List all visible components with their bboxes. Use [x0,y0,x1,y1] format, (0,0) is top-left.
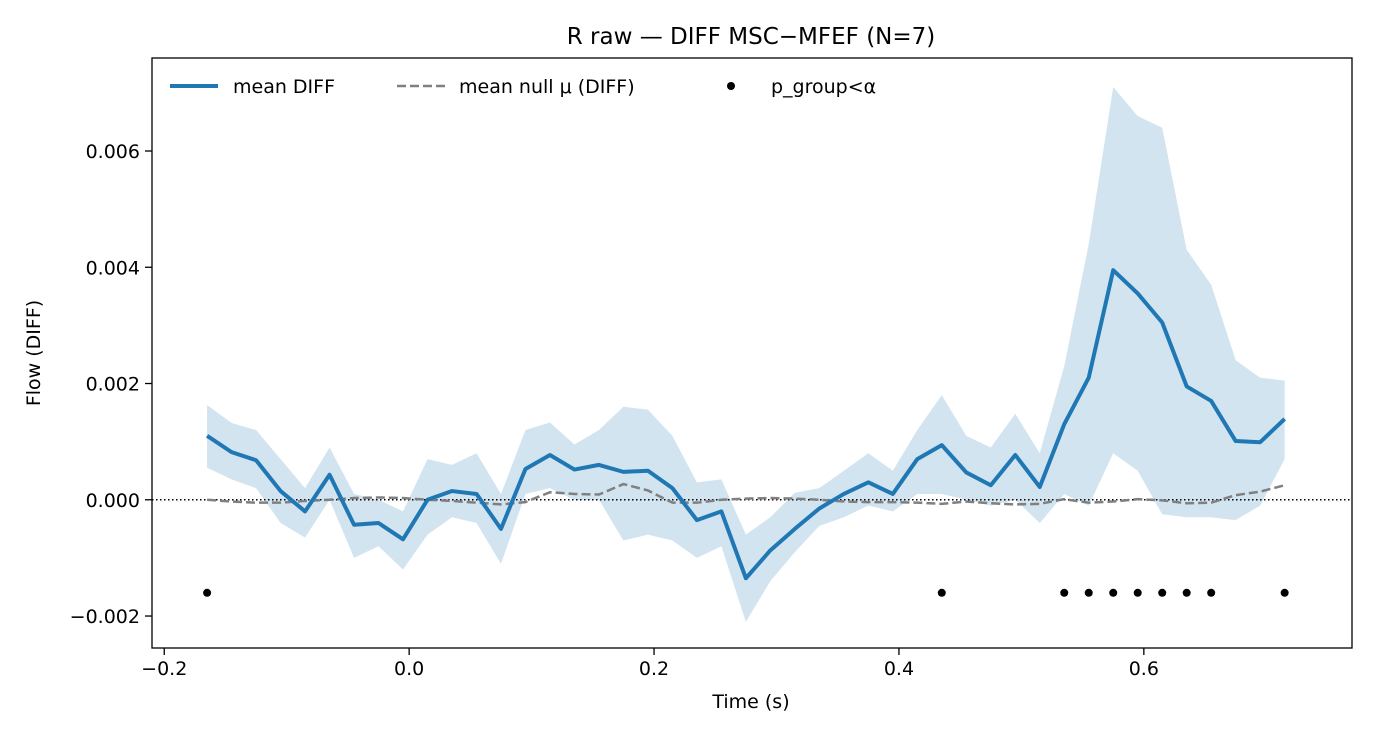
x-tick-label: 0.2 [639,658,669,680]
significance-marker [203,588,212,597]
x-axis-label: Time (s) [711,691,789,713]
legend-label-null-mean: mean null μ (DIFF) [459,76,635,98]
significance-marker [1207,588,1216,597]
x-tick-label: 0.0 [394,658,424,680]
significance-marker [1158,588,1167,597]
significance-marker [1084,588,1093,597]
y-tick-label: 0.004 [86,257,140,279]
plot-frame [151,57,1353,649]
significance-marker [937,588,946,597]
chart-title: R raw — DIFF MSC−MFEF (N=7) [567,24,936,50]
y-tick-label: −0.002 [70,606,140,628]
x-tick-label: 0.4 [884,658,914,680]
y-tick-label: 0.006 [86,141,140,163]
legend-swatch-significance [727,82,735,90]
confidence-band [207,87,1285,622]
x-tick-label: −0.2 [141,658,187,680]
x-tick-label: 0.6 [1129,658,1159,680]
legend-label-significance: p_group<α [771,76,876,98]
series-line-mean-diff [205,268,1287,581]
significance-marker [1109,588,1118,597]
legend-label-mean-diff: mean DIFF [233,76,335,98]
significance-marker [1280,588,1289,597]
plot-area: −0.2 0.0 0.2 0.4 0.6 −0.002 0.000 0.002 0.004 0.0… [70,57,1353,680]
significance-marker [1182,588,1191,597]
y-tick-label: 0.002 [86,374,140,396]
series-line-null-mean [207,482,1285,506]
y-axis-label: Flow (DIFF) [23,300,45,406]
significance-marker [1060,588,1069,597]
significance-marker [1133,588,1142,597]
y-tick-label: 0.000 [86,490,140,512]
